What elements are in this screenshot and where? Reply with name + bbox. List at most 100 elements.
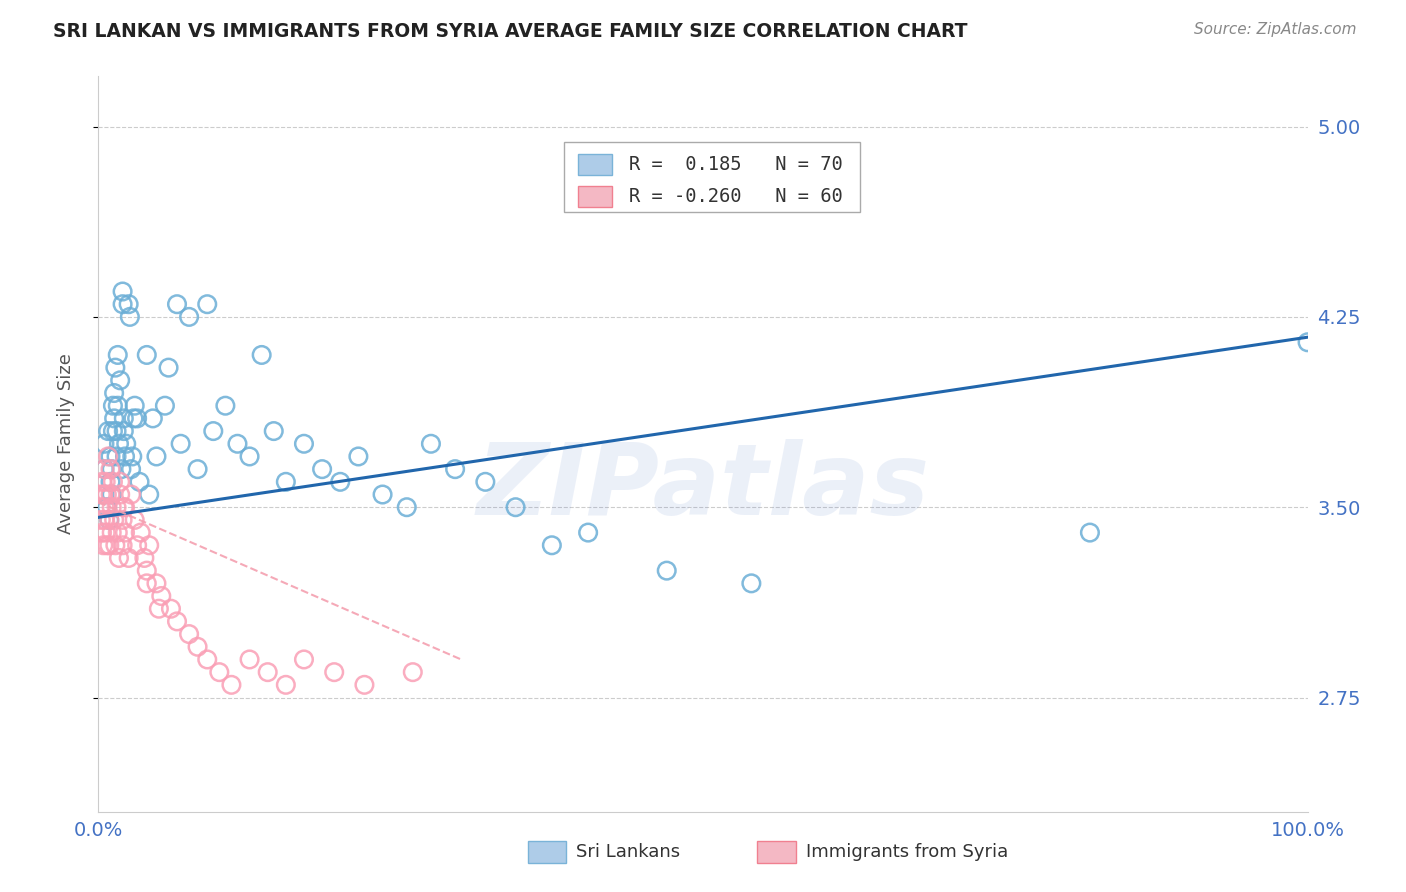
Point [98, 538, 121, 552]
Point [118, 297, 141, 311]
Point [169, 436, 191, 450]
Point [195, 652, 218, 666]
Point [153, 399, 176, 413]
Point [179, 310, 201, 324]
Point [93, 462, 115, 476]
Point [128, 475, 150, 489]
Point [179, 627, 201, 641]
Point [103, 411, 125, 425]
Point [474, 475, 496, 489]
Point [135, 576, 157, 591]
Point [101, 424, 124, 438]
Point [124, 513, 146, 527]
Point [98, 513, 121, 527]
Point [114, 525, 136, 540]
Point [274, 678, 297, 692]
Point [108, 551, 131, 566]
Point [112, 411, 135, 425]
Point [127, 538, 149, 552]
Point [103, 513, 125, 527]
Point [135, 348, 157, 362]
Point [142, 411, 165, 425]
Text: R =  0.185   N = 70: R = 0.185 N = 70 [630, 155, 844, 174]
Point [100, 475, 122, 489]
Point [1296, 335, 1319, 350]
Point [505, 500, 527, 515]
Point [347, 450, 370, 464]
Point [157, 360, 180, 375]
Point [103, 386, 125, 401]
Point [150, 589, 173, 603]
Point [187, 640, 209, 654]
Text: ZIPatlas: ZIPatlas [477, 440, 929, 536]
Point [118, 310, 141, 324]
Point [104, 360, 127, 375]
Point [226, 436, 249, 450]
Point [112, 424, 135, 438]
Point [97, 450, 120, 464]
Point [221, 678, 243, 692]
Point [655, 564, 678, 578]
Point [145, 576, 167, 591]
Point [263, 424, 285, 438]
Point [121, 450, 143, 464]
Point [124, 399, 146, 413]
Point [90, 500, 112, 515]
Point [105, 450, 128, 464]
Point [1078, 525, 1101, 540]
Point [311, 462, 333, 476]
Point [107, 348, 129, 362]
Point [187, 462, 209, 476]
Point [108, 373, 131, 387]
Point [540, 538, 562, 552]
Point [420, 436, 443, 450]
Point [371, 487, 394, 501]
Point [100, 450, 122, 464]
Point [93, 436, 115, 450]
Text: Immigrants from Syria: Immigrants from Syria [806, 843, 1008, 861]
Point [402, 665, 425, 680]
Point [93, 500, 115, 515]
FancyBboxPatch shape [527, 841, 567, 863]
Point [145, 450, 167, 464]
Point [91, 525, 114, 540]
Point [135, 564, 157, 578]
Text: R = -0.260   N = 60: R = -0.260 N = 60 [630, 187, 844, 206]
Point [329, 475, 352, 489]
Point [256, 665, 278, 680]
Point [239, 450, 262, 464]
Point [100, 487, 122, 501]
Point [100, 487, 122, 501]
Point [292, 436, 315, 450]
Point [127, 411, 149, 425]
Text: SRI LANKAN VS IMMIGRANTS FROM SYRIA AVERAGE FAMILY SIZE CORRELATION CHART: SRI LANKAN VS IMMIGRANTS FROM SYRIA AVER… [53, 22, 967, 41]
Point [91, 487, 114, 501]
Point [576, 525, 599, 540]
Point [111, 538, 134, 552]
Y-axis label: Average Family Size: Average Family Size [56, 353, 75, 534]
Point [100, 462, 122, 476]
Point [274, 475, 297, 489]
Point [93, 462, 115, 476]
Point [112, 500, 135, 515]
Point [444, 462, 467, 476]
Point [160, 601, 183, 615]
Point [323, 665, 346, 680]
Point [214, 399, 236, 413]
Point [138, 487, 160, 501]
Point [105, 500, 128, 515]
Point [93, 513, 115, 527]
Point [129, 525, 152, 540]
Point [239, 652, 262, 666]
FancyBboxPatch shape [578, 186, 613, 207]
Point [202, 424, 225, 438]
Point [115, 436, 138, 450]
Point [353, 678, 375, 692]
Point [107, 399, 129, 413]
Point [395, 500, 418, 515]
Point [100, 462, 122, 476]
Point [97, 424, 120, 438]
Point [250, 348, 273, 362]
Point [91, 538, 114, 552]
Point [90, 513, 112, 527]
